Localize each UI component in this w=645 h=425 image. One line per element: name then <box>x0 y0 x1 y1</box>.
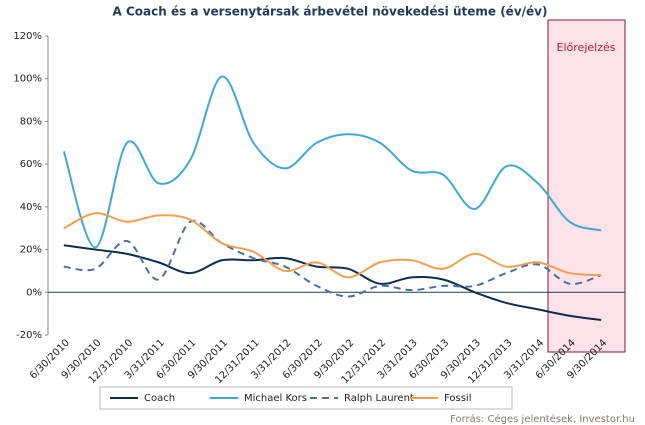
y-tick-label: 120% <box>13 31 42 42</box>
legend-label: Michael Kors <box>244 393 307 404</box>
y-tick-label: 0% <box>26 287 42 298</box>
forecast-label: Előrejelzés <box>557 41 616 54</box>
series-line <box>63 212 602 279</box>
legend-label: Coach <box>144 393 175 404</box>
y-tick-label: 40% <box>20 202 42 213</box>
legend-label: Fossil <box>444 393 472 404</box>
series-line <box>62 75 602 249</box>
legend-label: Ralph Laurent <box>344 393 414 404</box>
y-tick-label: 100% <box>13 74 42 85</box>
series-line <box>63 219 602 298</box>
source: Forrás: Céges jelentések, Investor.hu <box>450 413 635 425</box>
chart-title: A Coach és a versenytársak árbevétel növ… <box>113 5 548 19</box>
y-tick-label: 80% <box>20 116 42 127</box>
forecast-box <box>547 19 626 353</box>
series-line <box>63 244 602 322</box>
legend-box <box>99 386 513 410</box>
y-tick-label: 60% <box>20 159 42 170</box>
y-tick-label: -20% <box>16 330 42 341</box>
y-tick-label: 20% <box>20 245 42 256</box>
